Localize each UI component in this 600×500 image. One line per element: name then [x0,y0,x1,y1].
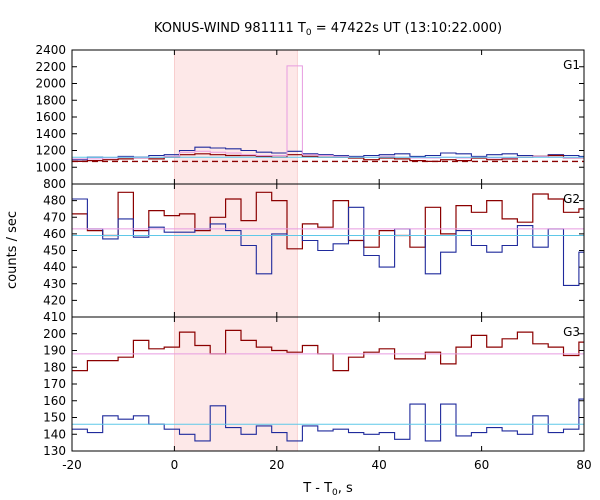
y-tick-label: 130 [43,444,66,458]
figure-title: KONUS-WIND 981111 T0 = 47422s UT (13:10:… [154,21,502,38]
x-label-main: T - T [302,481,332,496]
series-red-line [72,329,584,372]
y-tick-label: 420 [43,293,66,307]
y-tick-label: 1200 [35,144,66,158]
y-tick-label: 2000 [35,77,66,91]
y-tick-label: 800 [43,177,66,191]
panel-label: G1 [563,58,580,72]
title-subscript: 0 [306,28,312,38]
shaded-interval [174,316,298,452]
y-tick-label: 1400 [35,127,66,141]
series-group [72,191,584,286]
panel-label: G2 [563,192,580,206]
y-tick-label: 190 [43,344,66,358]
series-group [72,65,584,163]
y-tick-label: 2200 [35,60,66,74]
y-tick-label: 200 [43,327,66,341]
panels-group: 80010001200140016001800200022002400G1410… [35,43,592,472]
y-tick-label: 2400 [35,43,66,57]
y-tick-label: 450 [43,244,66,258]
y-tick-label: 160 [43,394,66,408]
panel-label: G3 [563,325,580,339]
title-main: KONUS-WIND 981111 T [154,21,306,36]
x-axis-label: T - T0, s [302,481,353,498]
y-tick-label: 460 [43,227,66,241]
x-label-rest: , s [338,481,353,496]
title-text: KONUS-WIND 981111 T0 = 47422s UT (13:10:… [154,21,502,38]
shaded-interval [174,49,298,185]
y-tick-label: 170 [43,377,66,391]
x-tick-label: 80 [576,458,591,472]
panel-frame [71,49,585,185]
series-blue-line [72,198,584,286]
title-rest: = 47422s UT (13:10:22.000) [312,21,502,36]
x-tick-label: 0 [171,458,179,472]
shaded-interval [174,183,298,318]
y-tick-label: 1600 [35,110,66,124]
x-tick-label: 40 [372,458,387,472]
y-tick-label: 150 [43,411,66,425]
panel-g1: 800 1000 1200 1400 1600 1800 2000 2200 2400 G1 [35,43,585,191]
series-red-line [72,191,584,250]
series-group [72,329,584,442]
panel-g3: 130 140 150 160 170 180 190 200 G3 -20 0 20 40 60 80 [43,316,592,472]
panel-g2: 410 420 430 440 450 460 470 480 G2 [43,183,585,324]
series-blue-line [72,398,584,442]
y-tick-label: 1800 [35,93,66,107]
y-tick-label: 430 [43,277,66,291]
series-pink-line [72,65,584,160]
y-axis-label: counts / sec [5,211,20,289]
y-tick-label: 480 [43,194,66,208]
y-tick-label: 140 [43,427,66,441]
y-tick-label: 1000 [35,160,66,174]
x-label-subscript: 0 [332,488,338,498]
x-tick-label: 20 [269,458,284,472]
y-tick-label: 470 [43,210,66,224]
x-tick-label: 60 [474,458,489,472]
y-tick-label: 440 [43,260,66,274]
y-tick-label: 180 [43,360,66,374]
x-tick-label: -20 [62,458,82,472]
y-tick-label: 410 [43,310,66,324]
